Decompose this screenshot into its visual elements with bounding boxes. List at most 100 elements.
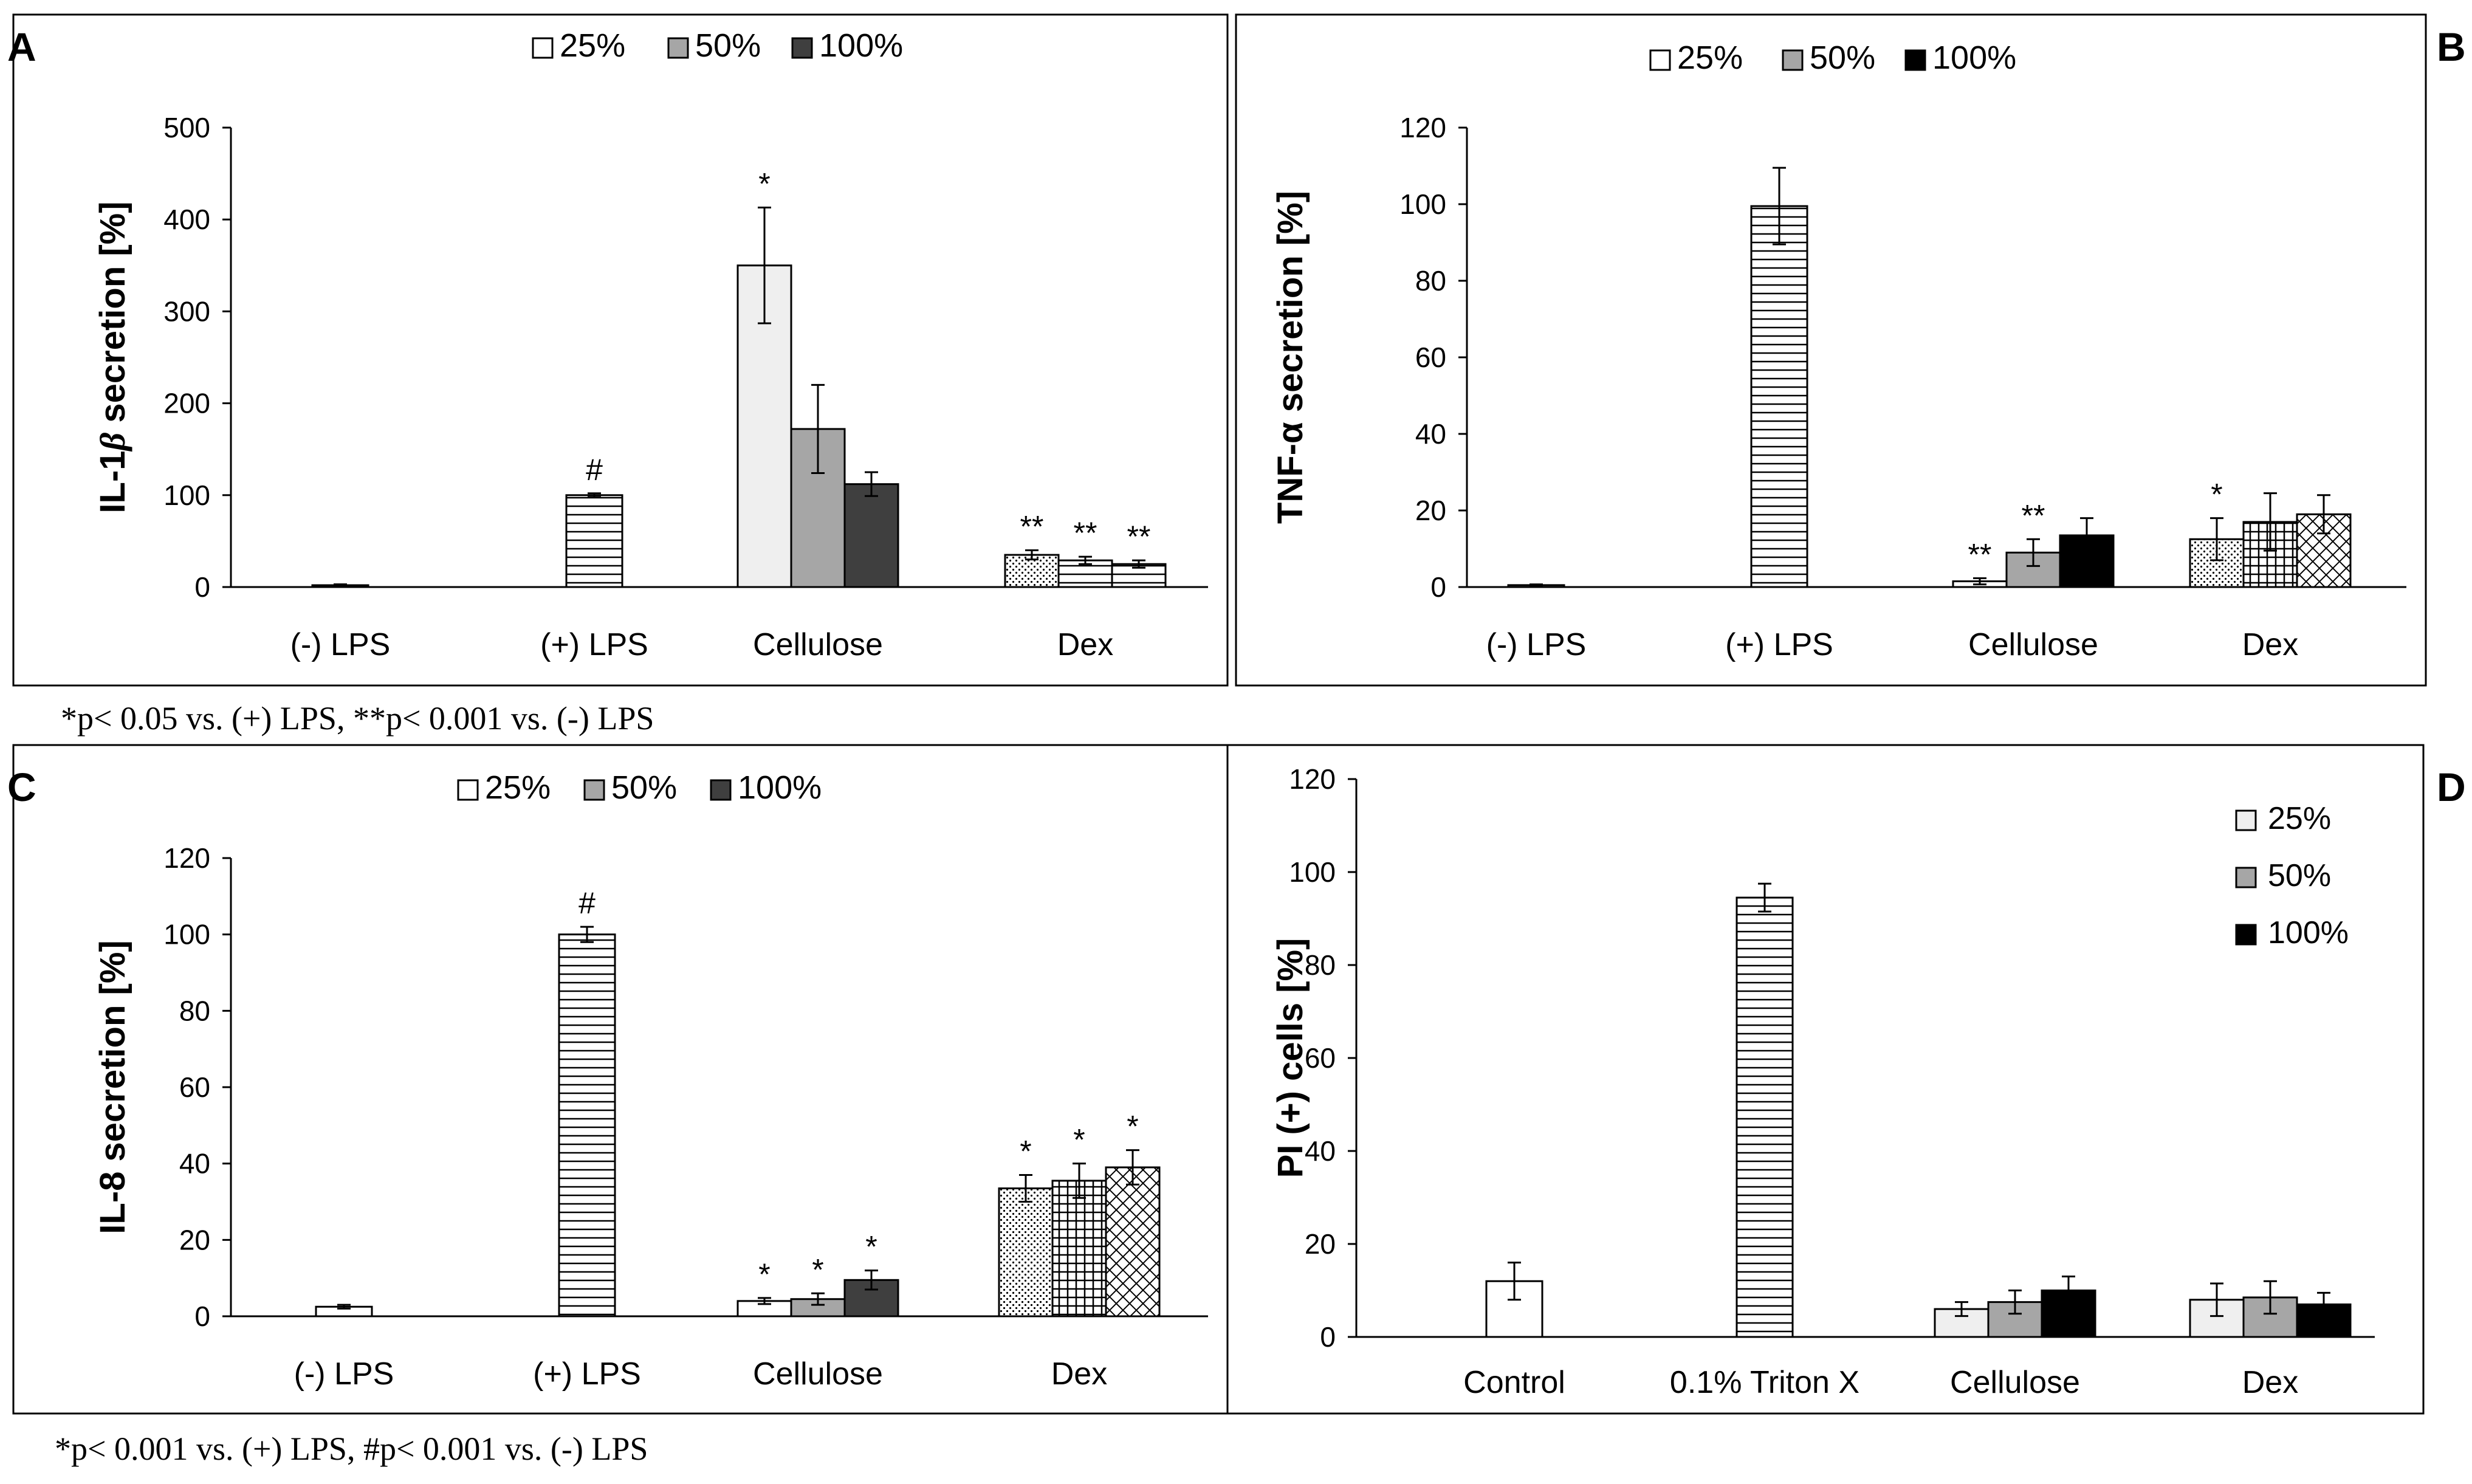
significance-label: ** xyxy=(1020,510,1044,544)
y-tick-label: 100 xyxy=(163,919,210,950)
y-tick-label: 100 xyxy=(1289,856,1336,888)
footnote-top: *p< 0.05 vs. (+) LPS, **p< 0.001 vs. (-)… xyxy=(61,700,654,737)
legend-label: 50% xyxy=(2268,858,2331,893)
legend-label: 100% xyxy=(2268,915,2349,950)
legend-swatch-a-2 xyxy=(791,37,813,59)
y-tick-label: 40 xyxy=(1415,418,1446,450)
bar-c-6 xyxy=(1051,1180,1107,1317)
y-tick-label: 100 xyxy=(1399,188,1446,220)
bar-b-1 xyxy=(1750,205,1808,588)
panel-frame-d xyxy=(1226,744,2425,1415)
legend-label: 25% xyxy=(485,769,551,806)
significance-label: * xyxy=(1073,1123,1085,1157)
legend-swatch-c-0 xyxy=(457,779,479,801)
legend-label: 25% xyxy=(1677,40,1743,76)
legend-swatch-b-0 xyxy=(1649,49,1671,71)
legend-label: 50% xyxy=(1810,40,1875,76)
significance-label: * xyxy=(758,1257,770,1291)
y-tick-label: 40 xyxy=(179,1148,210,1180)
panel-letter-d: D xyxy=(2437,764,2466,809)
significance-label: * xyxy=(1127,1110,1138,1144)
legend-label: 100% xyxy=(738,769,822,806)
y-axis-title-part: secretion [%] xyxy=(93,201,132,432)
significance-label: * xyxy=(1020,1135,1031,1169)
legend-swatch-d-1 xyxy=(2235,867,2257,888)
legend-swatch-d-2 xyxy=(2235,924,2257,946)
y-tick-label: 300 xyxy=(163,295,210,327)
legend-swatch-a-0 xyxy=(532,37,554,59)
y-tick-label: 120 xyxy=(1399,112,1446,143)
x-category-label: Control xyxy=(1463,1365,1565,1400)
legend-swatch-a-1 xyxy=(667,37,689,59)
x-category-label: Dex xyxy=(2242,627,2298,662)
y-tick-label: 80 xyxy=(1415,265,1446,297)
x-category-label: Cellulose xyxy=(753,1356,883,1392)
significance-label: ** xyxy=(1127,520,1151,554)
legend-label: 50% xyxy=(611,769,677,806)
significance-label: * xyxy=(812,1252,823,1286)
panel-letter-c: C xyxy=(7,764,36,809)
significance-label: * xyxy=(758,167,770,201)
significance-label: # xyxy=(579,886,596,920)
legend-label: 100% xyxy=(819,27,903,64)
y-tick-label: 20 xyxy=(1305,1228,1336,1260)
y-tick-label: 0 xyxy=(1430,571,1446,603)
legend-swatch-c-2 xyxy=(710,779,732,801)
y-tick-label: 60 xyxy=(1305,1042,1336,1074)
y-axis-title-b: TNF-α secretion [%] xyxy=(1271,191,1310,524)
bar-c-5 xyxy=(998,1187,1054,1317)
y-tick-label: 80 xyxy=(1305,949,1336,981)
x-category-label: Dex xyxy=(2242,1365,2298,1400)
x-category-label: Cellulose xyxy=(1968,627,2098,662)
x-category-label: 0.1% Triton X xyxy=(1670,1365,1859,1400)
x-category-label: (-) LPS xyxy=(290,627,391,662)
x-category-label: Cellulose xyxy=(1950,1365,2080,1400)
y-tick-label: 120 xyxy=(163,842,210,874)
x-category-label: Dex xyxy=(1051,1356,1107,1392)
x-category-label: (+) LPS xyxy=(533,1356,641,1392)
panel-frame-b xyxy=(1235,13,2427,687)
y-tick-label: 60 xyxy=(179,1071,210,1103)
y-tick-label: 120 xyxy=(1289,763,1336,795)
footnote-bottom: *p< 0.001 vs. (+) LPS, #p< 0.001 vs. (-)… xyxy=(55,1431,648,1467)
y-tick-label: 80 xyxy=(179,995,210,1026)
y-tick-label: 40 xyxy=(1305,1135,1336,1167)
bar-d-1 xyxy=(1736,896,1794,1338)
significance-label: * xyxy=(2211,478,2222,512)
bar-c-7 xyxy=(1105,1166,1161,1317)
legend-label: 25% xyxy=(560,27,625,64)
chart-panel-a: 0 100 200 300 400 500 (-) LPS (+) LPS Cellulose D… xyxy=(93,27,1208,662)
significance-label: ** xyxy=(2022,498,2045,532)
legend-swatch-d-0 xyxy=(2235,809,2257,831)
chart-panel-b: 0 20 40 60 80 100 120 (-) LPS (+) LPS Cellulose De… xyxy=(1271,40,2406,662)
bar-a-4 xyxy=(843,483,899,588)
y-tick-label: 20 xyxy=(1415,495,1446,526)
y-tick-label: 0 xyxy=(194,1300,210,1332)
x-category-label: (+) LPS xyxy=(540,627,648,662)
x-category-label: (-) LPS xyxy=(294,1356,394,1392)
y-tick-label: 0 xyxy=(1320,1321,1336,1353)
x-category-label: Dex xyxy=(1057,627,1113,662)
y-axis-title-c: IL-8 secretion [%] xyxy=(93,940,132,1234)
legend-label: 50% xyxy=(695,27,761,64)
x-category-label: (+) LPS xyxy=(1725,627,1833,662)
legend-swatch-b-2 xyxy=(1904,49,1926,71)
x-category-label: Cellulose xyxy=(753,627,883,662)
legend-label: 100% xyxy=(1932,40,2016,76)
significance-label: * xyxy=(865,1230,877,1264)
legend-swatch-b-1 xyxy=(1782,49,1804,71)
y-tick-label: 20 xyxy=(179,1224,210,1256)
bar-c-1 xyxy=(558,933,616,1317)
y-axis-title-part: IL-1 xyxy=(93,450,132,513)
bar-a-1 xyxy=(565,494,623,588)
legend-swatch-c-1 xyxy=(583,779,605,801)
significance-label: # xyxy=(586,453,603,487)
panel-frame-a xyxy=(12,13,1229,687)
y-tick-label: 200 xyxy=(163,388,210,419)
chart-panel-d: 0 20 40 60 80 100 120 Control 0.1% Triton X Cellu… xyxy=(1271,763,2375,1400)
y-tick-label: 60 xyxy=(1415,342,1446,373)
y-tick-label: 400 xyxy=(163,204,210,235)
y-axis-title-greek: β xyxy=(93,432,132,452)
chart-panel-c: 0 20 40 60 80 100 120 (-) LPS (+) LPS Cellulose De… xyxy=(93,769,1208,1392)
